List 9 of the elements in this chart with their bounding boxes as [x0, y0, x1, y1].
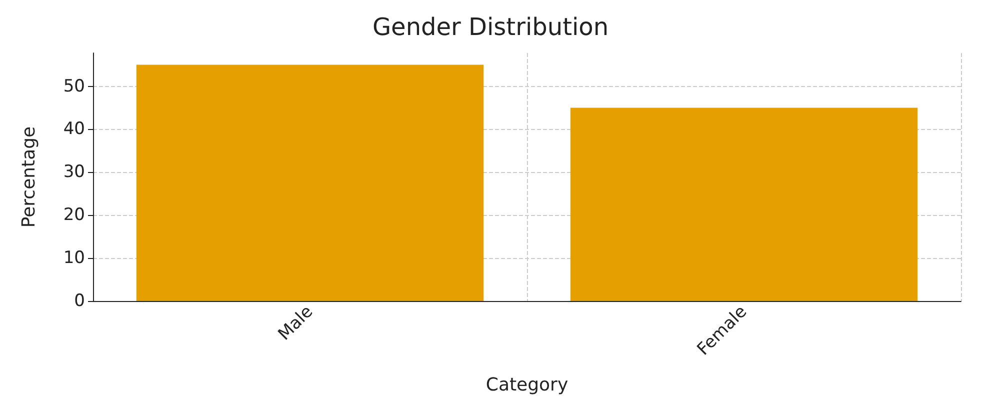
y-tick-label: 50 — [63, 76, 85, 96]
y-axis-title: Percentage — [18, 126, 40, 228]
chart-title: Gender Distribution — [372, 13, 609, 41]
y-tick-label: 40 — [63, 119, 85, 140]
y-tick-label: 10 — [63, 248, 85, 268]
y-tick-label: 0 — [74, 291, 85, 311]
y-tick-label: 30 — [63, 162, 85, 182]
y-tick-label: 20 — [63, 205, 85, 226]
x-axis-title: Category — [486, 374, 568, 396]
